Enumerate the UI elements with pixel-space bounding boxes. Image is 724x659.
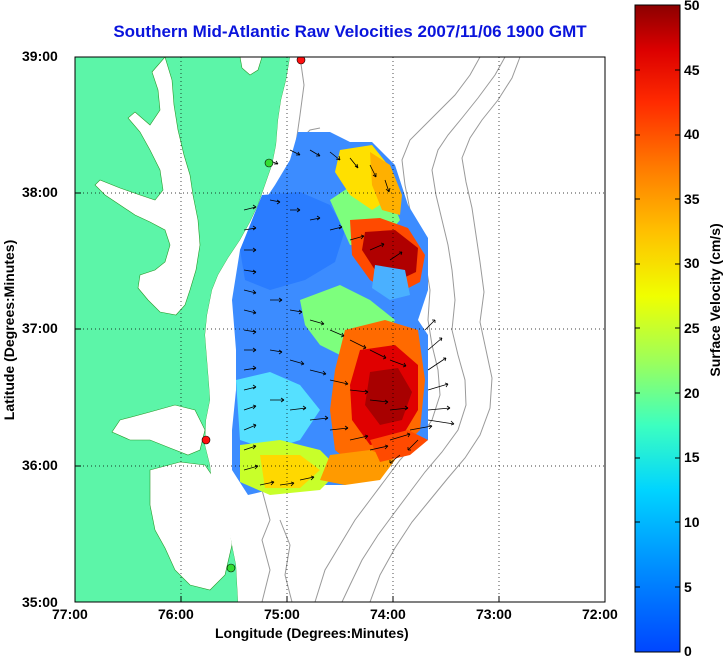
colorbar-tick-label: 25: [684, 320, 700, 336]
y-tick-label: 37:00: [22, 320, 58, 336]
colorbar-label: Surface Velocity (cm/s): [707, 223, 723, 376]
colorbar-ticks: [635, 69, 680, 588]
colorbar-tick-label: 40: [684, 126, 700, 142]
y-tick-label: 35:00: [22, 594, 58, 610]
y-tick-label: 39:00: [22, 48, 58, 64]
y-axis-label: Latitude (Degrees:Minutes): [1, 240, 17, 420]
x-tick-label: 76:00: [158, 606, 194, 622]
colorbar-tick-label: 35: [684, 191, 700, 207]
albemarle-sound: [111, 404, 206, 456]
x-tick-label: 73:00: [476, 606, 512, 622]
chesapeake-bay: [94, 57, 201, 316]
colorbar-tick-label: 5: [684, 579, 692, 595]
colorbar-tick-label: 20: [684, 385, 700, 401]
x-tick-label: 75:00: [264, 606, 300, 622]
x-tick-label: 72:00: [582, 606, 618, 622]
x-axis-label: Longitude (Degrees:Minutes): [215, 625, 409, 641]
colorbar-tick-label: 45: [684, 62, 700, 78]
map-title: Southern Mid-Atlantic Raw Velocities 200…: [113, 22, 587, 41]
axis-ticks: [75, 192, 500, 602]
site-marker-1: [296, 57, 306, 65]
delaware-bay: [239, 57, 263, 76]
colorbar: [634, 4, 681, 653]
site-marker-3: [201, 435, 211, 445]
graticule: [75, 57, 605, 602]
x-tick-label: 77:00: [52, 606, 88, 622]
pamlico-sound: [149, 461, 233, 591]
x-tick-label: 74:00: [370, 606, 406, 622]
colorbar-tick-label: 30: [684, 255, 700, 271]
y-tick-label: 36:00: [22, 457, 58, 473]
y-tick-label: 38:00: [22, 184, 58, 200]
colorbar-tick-label: 10: [684, 514, 700, 530]
bathymetry-contours: [249, 57, 521, 602]
site-marker-4: [226, 563, 236, 573]
colorbar-tick-label: 50: [684, 0, 700, 13]
coastal-water: [205, 57, 300, 602]
site-marker-2: [264, 158, 274, 168]
velocity-field: [232, 132, 428, 495]
colorbar-tick-label: 15: [684, 449, 700, 465]
velocity-arrows: [243, 149, 455, 487]
colorbar-tick-label: 0: [684, 643, 692, 659]
